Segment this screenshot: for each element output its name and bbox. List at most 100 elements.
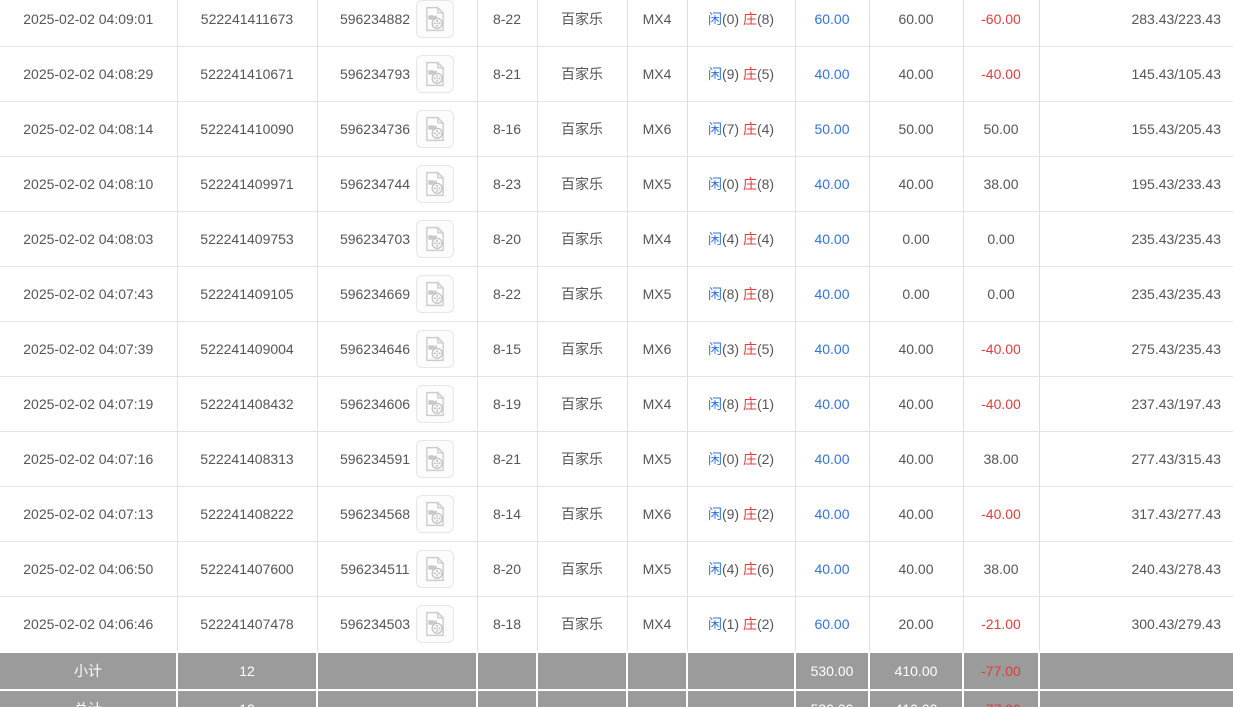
cell-winloss: -40.00 [963, 376, 1040, 432]
banker-score: (2) [756, 616, 775, 632]
cell-bet-amount[interactable]: 40.00 [795, 156, 870, 212]
cell-table-code: MX6 [627, 101, 688, 157]
game-number-text: 596234882 [339, 11, 411, 27]
cell-game-number: 596234793 [317, 46, 478, 102]
video-replay-button[interactable] [416, 0, 455, 38]
cell-winloss: 0.00 [963, 211, 1040, 267]
cell-order-number: 522241408432 [177, 376, 318, 432]
cell-bet-amount[interactable]: 50.00 [795, 101, 870, 157]
cell-bet-time: 2025-02-02 04:08:10 [0, 156, 178, 212]
cell-order-number: 522241409105 [177, 266, 318, 322]
cell-balance: 275.43/235.43 [1039, 321, 1233, 377]
player-score: (1) [721, 616, 743, 632]
cell-bet-amount[interactable]: 40.00 [795, 266, 870, 322]
video-file-icon [426, 171, 445, 197]
cell-valid-amount: 40.00 [869, 156, 964, 212]
cell-order-number: 522241408313 [177, 431, 318, 487]
cell-result: 闲(3) 庄(5) [687, 321, 796, 377]
player-label: 闲 [707, 341, 722, 357]
cell-bet-amount[interactable]: 40.00 [795, 431, 870, 487]
video-replay-button[interactable] [416, 165, 455, 203]
video-replay-button[interactable] [416, 440, 455, 478]
video-replay-button[interactable] [416, 495, 455, 533]
summary-empty-balance [1039, 689, 1233, 707]
video-replay-button[interactable] [416, 110, 455, 148]
table-row: 2025-02-02 04:07:39 522241409004 5962346… [0, 321, 1233, 377]
video-replay-button[interactable] [415, 550, 454, 588]
cell-bet-time: 2025-02-02 04:07:43 [0, 266, 178, 322]
cell-balance: 155.43/205.43 [1039, 101, 1233, 157]
cell-table-code: MX5 [627, 541, 688, 597]
game-number-text: 596234793 [339, 66, 411, 82]
cell-bet-amount[interactable]: 40.00 [795, 541, 870, 597]
cell-bet-amount[interactable]: 40.00 [795, 321, 870, 377]
cell-result: 闲(7) 庄(4) [687, 101, 796, 157]
cell-bet-amount[interactable]: 60.00 [795, 596, 870, 652]
banker-score: (8) [756, 11, 775, 27]
cell-result: 闲(8) 庄(8) [687, 266, 796, 322]
video-file-icon [426, 116, 445, 142]
player-label: 闲 [707, 66, 722, 82]
cell-bet-time: 2025-02-02 04:07:16 [0, 431, 178, 487]
cell-balance: 195.43/233.43 [1039, 156, 1233, 212]
cell-table-code: MX5 [627, 156, 688, 212]
cell-table-code: MX4 [627, 211, 688, 267]
cell-bet-amount[interactable]: 40.00 [795, 376, 870, 432]
cell-table-code: MX5 [627, 431, 688, 487]
summary-count: 12 [177, 651, 318, 690]
banker-score: (1) [756, 396, 775, 412]
cell-game-type: 百家乐 [537, 0, 628, 47]
table-row: 2025-02-02 04:07:19 522241408432 5962346… [0, 376, 1233, 432]
cell-valid-amount: 40.00 [869, 46, 964, 102]
summary-label: 小计 [0, 651, 178, 690]
cell-result: 闲(0) 庄(8) [687, 0, 796, 47]
cell-game-type: 百家乐 [537, 431, 628, 487]
cell-game-number: 596234511 [317, 541, 478, 597]
banker-score: (8) [756, 286, 775, 302]
cell-valid-amount: 0.00 [869, 266, 964, 322]
table-row: 2025-02-02 04:07:16 522241408313 5962345… [0, 431, 1233, 487]
cell-result: 闲(0) 庄(8) [687, 156, 796, 212]
game-number-text: 596234646 [339, 341, 411, 357]
summary-empty-result [687, 651, 796, 690]
cell-game-number: 596234703 [317, 211, 478, 267]
game-number-text: 596234736 [339, 121, 411, 137]
cell-winloss: 38.00 [963, 156, 1040, 212]
banker-label: 庄 [742, 11, 757, 27]
video-replay-button[interactable] [416, 55, 455, 93]
banker-label: 庄 [742, 341, 757, 357]
player-label: 闲 [707, 561, 722, 577]
summary-valid-total: 410.00 [869, 689, 964, 707]
cell-round: 8-21 [477, 46, 538, 102]
video-replay-button[interactable] [416, 605, 455, 643]
cell-winloss: 38.00 [963, 541, 1040, 597]
cell-bet-amount[interactable]: 60.00 [795, 0, 870, 47]
summary-empty-result [687, 689, 796, 707]
cell-game-number: 596234646 [317, 321, 478, 377]
cell-winloss: 38.00 [963, 431, 1040, 487]
cell-round: 8-14 [477, 486, 538, 542]
cell-table-code: MX4 [627, 0, 688, 47]
cell-balance: 145.43/105.43 [1039, 46, 1233, 102]
cell-bet-amount[interactable]: 40.00 [795, 211, 870, 267]
cell-round: 8-20 [477, 211, 538, 267]
cell-bet-amount[interactable]: 40.00 [795, 486, 870, 542]
cell-valid-amount: 40.00 [869, 486, 964, 542]
banker-label: 庄 [742, 561, 757, 577]
cell-balance: 283.43/223.43 [1039, 0, 1233, 47]
video-replay-button[interactable] [416, 330, 455, 368]
cell-bet-amount[interactable]: 40.00 [795, 46, 870, 102]
cell-result: 闲(4) 庄(4) [687, 211, 796, 267]
video-file-icon [426, 6, 445, 32]
player-label: 闲 [707, 451, 722, 467]
cell-table-code: MX5 [627, 266, 688, 322]
player-label: 闲 [707, 506, 722, 522]
player-score: (0) [721, 451, 743, 467]
video-replay-button[interactable] [416, 220, 455, 258]
banker-label: 庄 [742, 176, 757, 192]
cell-round: 8-19 [477, 376, 538, 432]
cell-bet-time: 2025-02-02 04:08:14 [0, 101, 178, 157]
player-score: (3) [721, 341, 743, 357]
video-replay-button[interactable] [416, 275, 455, 313]
video-replay-button[interactable] [416, 385, 455, 423]
